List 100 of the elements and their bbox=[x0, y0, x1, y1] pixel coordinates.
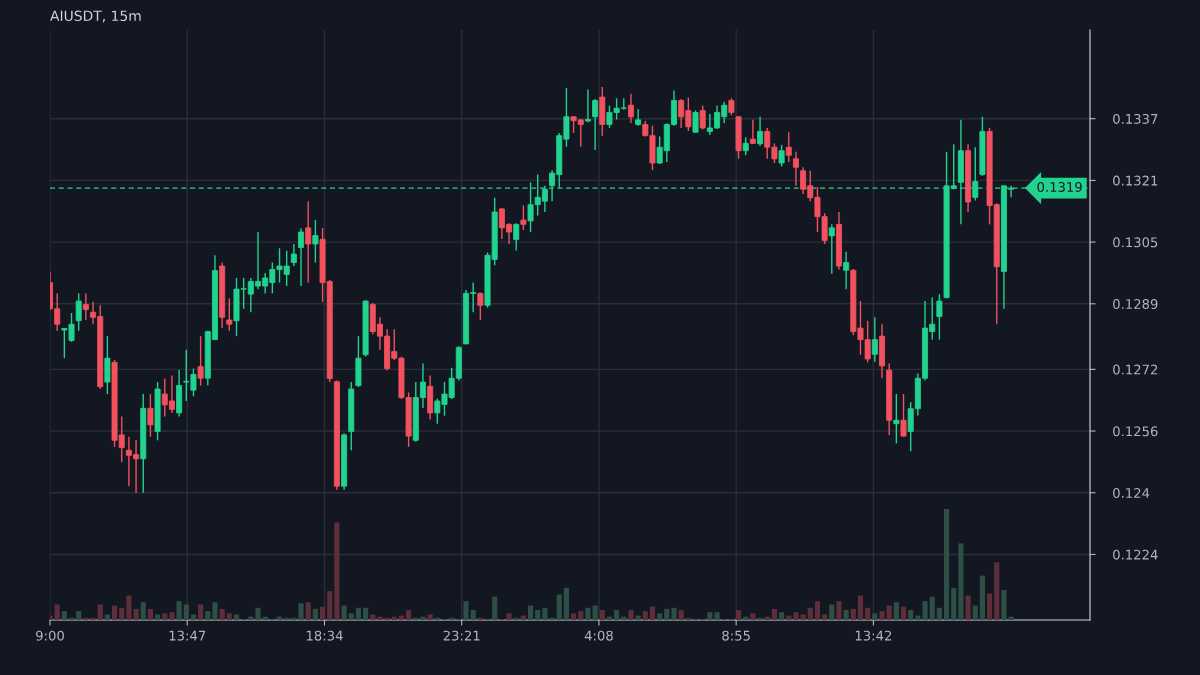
bar bbox=[929, 596, 935, 620]
candlestick bbox=[305, 200, 312, 284]
bar bbox=[377, 616, 383, 620]
candlestick bbox=[828, 223, 835, 275]
bar bbox=[305, 602, 311, 620]
bar bbox=[334, 522, 340, 620]
y-tick-label: 0.1305 bbox=[1113, 237, 1158, 248]
bar bbox=[563, 587, 569, 620]
bar bbox=[822, 614, 828, 620]
bar bbox=[205, 611, 211, 620]
bar bbox=[413, 617, 419, 620]
bar bbox=[936, 607, 942, 620]
bar bbox=[162, 613, 168, 620]
bar bbox=[836, 601, 842, 620]
bar bbox=[592, 605, 598, 620]
y-tick-label: 0.1289 bbox=[1113, 299, 1158, 309]
bar bbox=[477, 617, 483, 620]
bar bbox=[312, 608, 318, 620]
candlestick bbox=[778, 144, 785, 168]
bar bbox=[355, 607, 361, 620]
bar bbox=[169, 612, 175, 620]
bar bbox=[384, 617, 390, 620]
bar bbox=[850, 608, 856, 620]
y-tick-label: 0.1272 bbox=[1113, 364, 1158, 375]
bar bbox=[341, 605, 347, 620]
candlestick bbox=[584, 88, 591, 123]
bar bbox=[893, 602, 899, 620]
bar bbox=[291, 617, 297, 620]
bar bbox=[319, 606, 326, 620]
bar bbox=[76, 611, 82, 620]
bar bbox=[1001, 590, 1007, 620]
bar bbox=[779, 612, 785, 620]
bar bbox=[427, 614, 433, 620]
candlestick bbox=[298, 227, 305, 287]
bar bbox=[527, 605, 534, 620]
bar bbox=[750, 613, 756, 620]
y-tick-label: 0.1224 bbox=[1113, 549, 1158, 560]
bar bbox=[198, 604, 204, 620]
bar bbox=[829, 604, 835, 620]
bar bbox=[571, 613, 577, 620]
bar bbox=[119, 607, 125, 620]
bar bbox=[757, 617, 763, 620]
bar bbox=[678, 610, 684, 620]
bar bbox=[506, 613, 512, 620]
bar bbox=[463, 601, 469, 620]
bar bbox=[219, 608, 225, 620]
bar bbox=[685, 617, 691, 620]
bar bbox=[943, 509, 950, 620]
bar bbox=[671, 607, 677, 620]
bar bbox=[370, 614, 376, 620]
bar bbox=[226, 613, 232, 620]
bar bbox=[642, 611, 648, 620]
bar bbox=[434, 617, 440, 620]
x-tick-label: 8:55 bbox=[722, 630, 750, 641]
candlestick bbox=[312, 219, 319, 264]
bar bbox=[97, 604, 103, 620]
bar bbox=[556, 594, 562, 620]
candlestick bbox=[936, 293, 943, 341]
bar bbox=[542, 607, 548, 620]
bar bbox=[363, 607, 369, 620]
candlestick bbox=[75, 292, 82, 332]
bar bbox=[140, 602, 146, 620]
bar bbox=[212, 602, 218, 620]
bar bbox=[513, 617, 519, 620]
bar bbox=[255, 607, 261, 620]
candlestick bbox=[513, 222, 520, 252]
bar bbox=[535, 610, 541, 620]
candlestick bbox=[290, 243, 297, 267]
bar bbox=[133, 608, 139, 620]
bar bbox=[807, 607, 813, 620]
bar bbox=[614, 610, 620, 620]
bar bbox=[628, 610, 634, 620]
bar bbox=[176, 601, 182, 620]
bar bbox=[147, 608, 153, 620]
bar bbox=[965, 595, 971, 620]
bar bbox=[800, 614, 806, 620]
bar bbox=[549, 617, 555, 620]
x-tick-label: 9:00 bbox=[36, 630, 64, 641]
x-tick-label: 4:08 bbox=[584, 630, 613, 641]
candlestick bbox=[692, 109, 699, 134]
bar bbox=[54, 604, 60, 620]
bar bbox=[879, 611, 885, 620]
candlestick bbox=[520, 204, 527, 231]
bar bbox=[979, 575, 985, 620]
bar bbox=[111, 605, 118, 620]
candlestick bbox=[785, 131, 792, 163]
bar bbox=[83, 617, 89, 620]
x-tick-label: 23:21 bbox=[443, 630, 480, 641]
bar bbox=[857, 595, 864, 620]
candlestick bbox=[635, 108, 642, 127]
candlestick bbox=[893, 393, 900, 445]
bar bbox=[599, 610, 605, 620]
bar bbox=[406, 610, 412, 620]
bar bbox=[492, 596, 498, 620]
candlestick bbox=[82, 292, 89, 321]
bar bbox=[922, 601, 928, 620]
bar bbox=[865, 607, 871, 620]
bar bbox=[793, 612, 799, 620]
bar bbox=[90, 617, 96, 620]
bar bbox=[657, 613, 663, 620]
